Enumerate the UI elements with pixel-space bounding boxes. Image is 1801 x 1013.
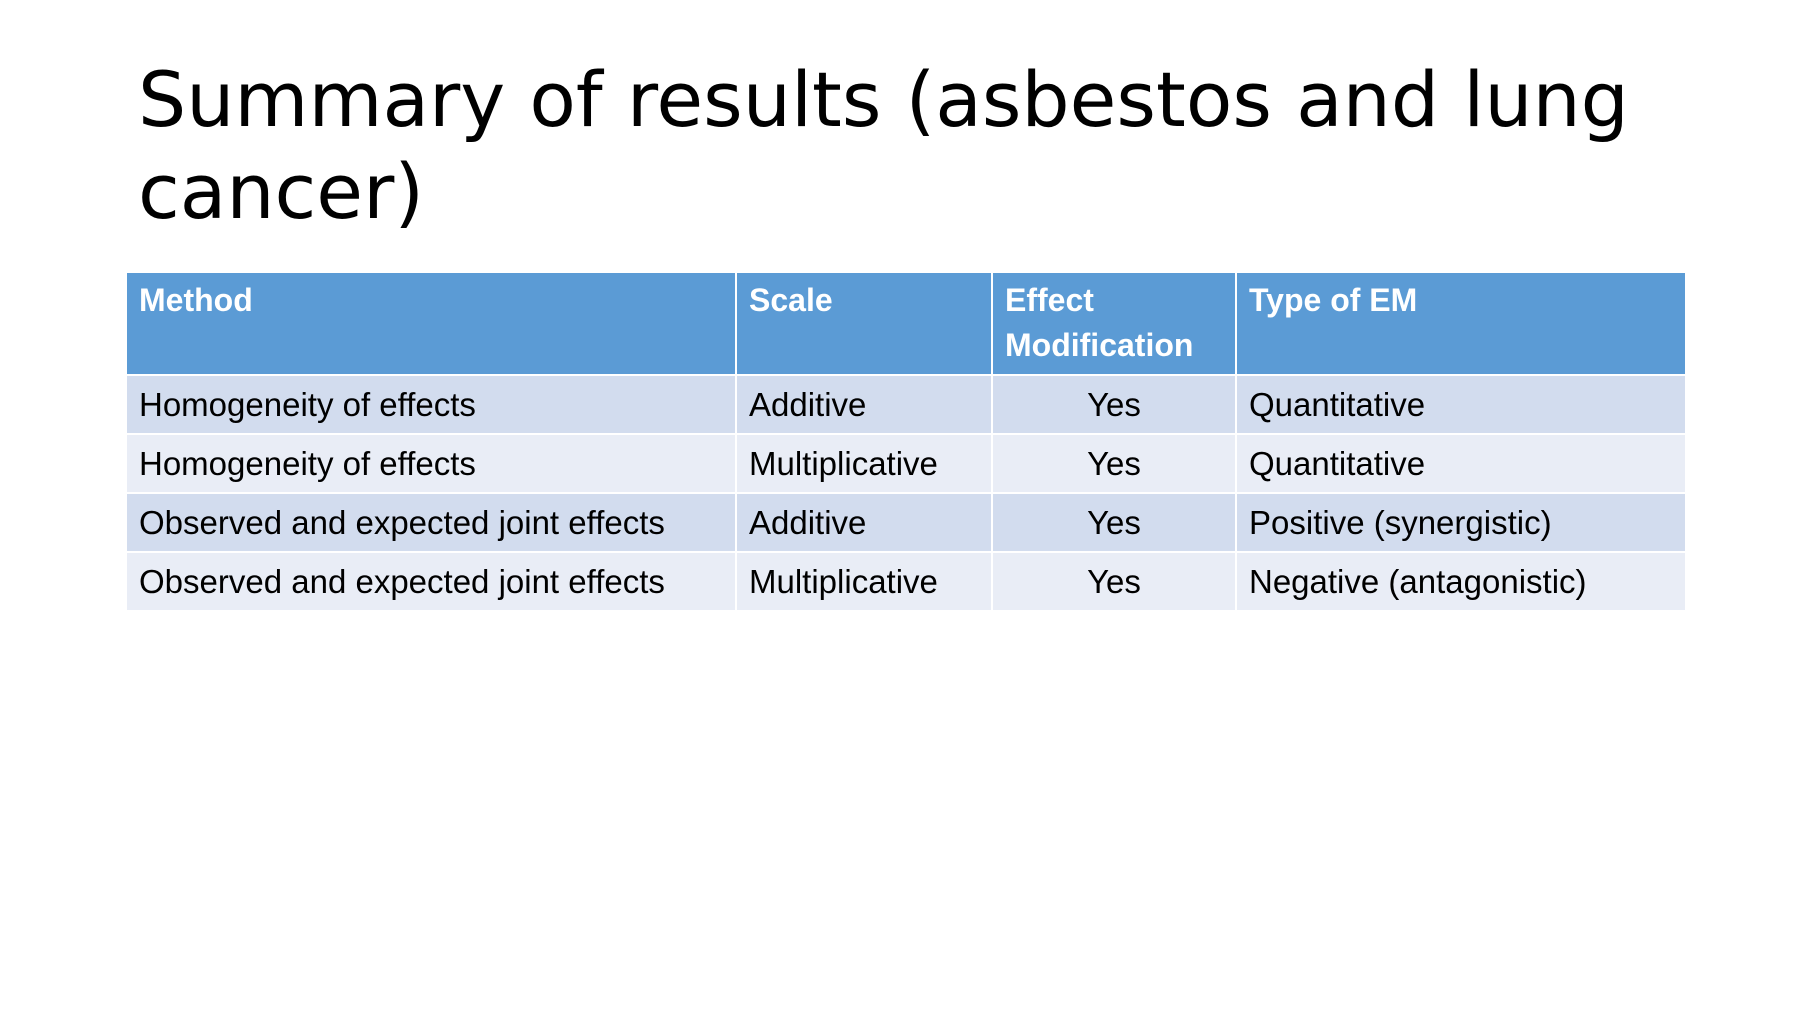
header-type-of-em: Type of EM [1235, 271, 1687, 376]
cell-type-of-em: Positive (synergistic) [1235, 492, 1687, 553]
header-row: Method Scale Effect Modification Type of… [125, 271, 1687, 376]
cell-effect-modification: Yes [991, 374, 1237, 435]
cell-scale: Additive [735, 374, 993, 435]
cell-type-of-em: Quantitative [1235, 433, 1687, 494]
header-method: Method [125, 271, 737, 376]
header-scale: Scale [735, 271, 993, 376]
table-row: Observed and expected joint effects Addi… [125, 492, 1687, 553]
cell-scale: Multiplicative [735, 433, 993, 494]
cell-method: Homogeneity of effects [125, 433, 737, 494]
cell-method: Observed and expected joint effects [125, 492, 737, 553]
results-table: Method Scale Effect Modification Type of… [125, 271, 1687, 612]
cell-type-of-em: Quantitative [1235, 374, 1687, 435]
cell-method: Observed and expected joint effects [125, 551, 737, 612]
cell-effect-modification: Yes [991, 551, 1237, 612]
cell-scale: Additive [735, 492, 993, 553]
cell-type-of-em: Negative (antagonistic) [1235, 551, 1687, 612]
cell-effect-modification: Yes [991, 492, 1237, 553]
table-body: Homogeneity of effects Additive Yes Quan… [125, 374, 1687, 612]
header-effect-modification: Effect Modification [991, 271, 1237, 376]
table-row: Homogeneity of effects Additive Yes Quan… [125, 374, 1687, 435]
cell-method: Homogeneity of effects [125, 374, 737, 435]
table-row: Observed and expected joint effects Mult… [125, 551, 1687, 612]
table-header: Method Scale Effect Modification Type of… [125, 271, 1687, 376]
slide-title: Summary of results (asbestos and lung ca… [138, 55, 1629, 236]
table-row: Homogeneity of effects Multiplicative Ye… [125, 433, 1687, 494]
cell-effect-modification: Yes [991, 433, 1237, 494]
cell-scale: Multiplicative [735, 551, 993, 612]
